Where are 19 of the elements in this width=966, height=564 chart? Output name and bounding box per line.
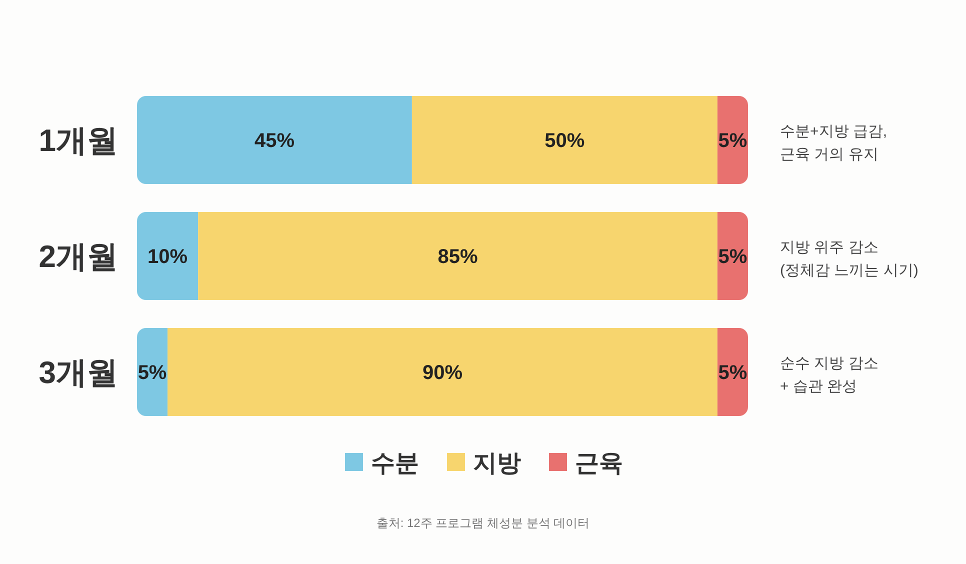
data-label: 10% <box>148 246 188 268</box>
legend-label: 근육 <box>575 450 623 477</box>
data-label: 5% <box>138 362 167 384</box>
data-label: 5% <box>718 130 748 152</box>
data-label: 5% <box>718 246 748 268</box>
data-label: 85% <box>438 246 478 268</box>
y-tick-label: 1개월 <box>38 123 118 158</box>
data-label: 50% <box>544 130 585 152</box>
text: 수분+지방 급감, 근육 거의 유지 <box>780 123 888 163</box>
legend-label: 수분 <box>371 450 419 477</box>
y-tick-label: 3개월 <box>38 355 118 390</box>
data-label: 5% <box>718 362 748 384</box>
text: 지방 위주 감소 (정체감 느끼는 시기) <box>780 239 918 279</box>
text: 순수 지방 감소 + 습관 완성 <box>780 355 878 395</box>
y-tick-label: 2개월 <box>38 239 118 274</box>
legend-label: 지방 <box>473 450 521 477</box>
data-label: 90% <box>422 362 463 384</box>
source-note: 출처: 12주 프로그램 체성분 분석 데이터 <box>376 516 590 530</box>
data-label: 45% <box>254 130 295 152</box>
